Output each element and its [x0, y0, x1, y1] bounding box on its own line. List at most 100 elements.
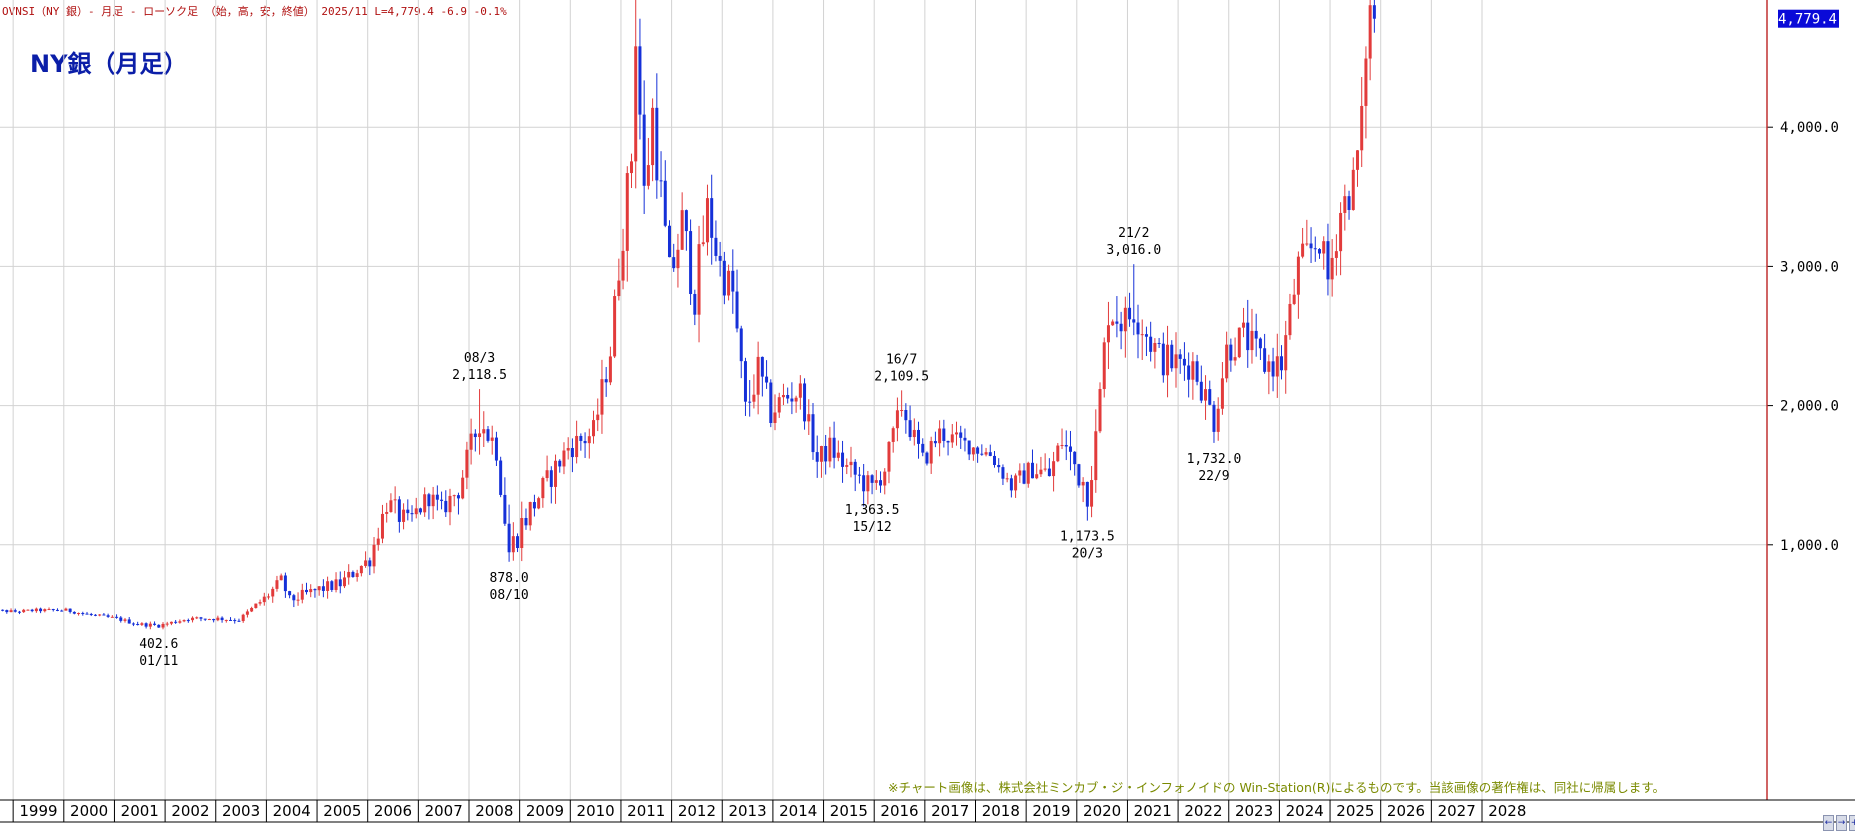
candle-body	[402, 509, 406, 522]
candle-body	[988, 452, 992, 456]
candle-body	[1246, 322, 1250, 351]
candle-body	[963, 437, 967, 441]
candle-body	[520, 518, 524, 549]
scroll-left-button[interactable]: ←	[1823, 815, 1834, 831]
trough-annotation: 1,173.5	[1060, 530, 1115, 545]
candle-body	[1208, 389, 1212, 405]
zoom-button[interactable]: +	[1849, 815, 1855, 831]
candle-body	[1030, 462, 1034, 479]
candle-body	[807, 414, 811, 422]
candle-body	[72, 611, 76, 614]
candle-body	[684, 210, 688, 232]
candle-body	[321, 586, 325, 591]
peak-annotation: 2,109.5	[874, 369, 929, 384]
candle-body	[499, 460, 503, 495]
candle-body	[26, 609, 30, 611]
candle-body	[790, 398, 794, 402]
candle-body	[296, 599, 300, 601]
candle-body	[448, 495, 452, 513]
candle-body	[93, 614, 97, 616]
candle-body	[1216, 408, 1220, 432]
candle-body	[393, 499, 397, 501]
candle-body	[667, 225, 671, 258]
candle-body	[600, 379, 604, 415]
candle-body	[1182, 358, 1186, 366]
candle-body	[203, 618, 207, 620]
candle-body	[748, 401, 752, 403]
candle-body	[423, 494, 427, 513]
candle-body	[389, 500, 393, 512]
candle-body	[516, 536, 520, 549]
candle-body	[874, 480, 878, 483]
candle-body	[971, 447, 975, 455]
chart-nav-controls: ← → +	[1823, 815, 1855, 831]
candle-body	[486, 429, 490, 441]
candle-body	[98, 614, 102, 616]
x-tick-label: 2013	[728, 802, 766, 820]
candle-body	[288, 591, 292, 596]
candle-body	[1191, 361, 1195, 380]
candle-body	[1123, 307, 1127, 332]
x-tick-label: 2003	[222, 802, 260, 820]
candle-body	[1195, 361, 1199, 382]
candle-body	[1014, 475, 1018, 491]
candle-body	[1018, 470, 1022, 476]
candle-body	[777, 397, 781, 413]
candle-body	[478, 433, 482, 438]
candle-body	[1140, 334, 1144, 336]
candle-body	[51, 609, 55, 611]
candle-body	[739, 328, 743, 362]
scroll-right-button[interactable]: →	[1836, 815, 1847, 831]
candle-body	[532, 502, 536, 509]
candle-body	[157, 624, 161, 628]
candle-body	[85, 613, 89, 615]
candle-body	[1292, 294, 1296, 304]
candle-body	[967, 440, 971, 455]
candle-body	[131, 623, 135, 625]
trough-annotation: 15/12	[853, 520, 892, 535]
candle-body	[925, 452, 929, 464]
candle-body	[385, 511, 389, 514]
candle-body	[435, 494, 439, 500]
candle-body	[1347, 196, 1351, 210]
candle-body	[39, 608, 43, 612]
candle-body	[908, 420, 912, 438]
candle-body	[1330, 257, 1334, 280]
candle-body	[355, 573, 359, 577]
candle-body	[722, 260, 726, 296]
candle-body	[359, 565, 363, 574]
candle-body	[575, 435, 579, 458]
peak-annotation: 08/3	[464, 351, 495, 366]
candle-body	[309, 589, 313, 593]
candle-body	[13, 610, 17, 612]
candle-body	[1360, 105, 1364, 151]
candle-body	[731, 270, 735, 292]
candle-body	[119, 617, 123, 621]
candle-body	[330, 581, 334, 590]
x-tick-label: 2026	[1387, 802, 1425, 820]
candle-body	[22, 609, 26, 613]
candle-body	[326, 581, 330, 591]
candle-body	[342, 577, 346, 587]
candle-body	[980, 453, 984, 455]
candle-body	[216, 617, 220, 621]
x-tick-label: 2008	[475, 802, 513, 820]
grid	[0, 0, 1767, 800]
candle-body	[490, 437, 494, 441]
candle-body	[752, 394, 756, 402]
candle-body	[912, 429, 916, 438]
candle-body	[955, 432, 959, 435]
candle-body	[1322, 241, 1326, 254]
candle-body	[473, 433, 477, 438]
trough-annotation: 1,363.5	[845, 503, 900, 518]
candle-body	[338, 579, 342, 587]
candle-body	[866, 475, 870, 492]
candle-body	[870, 475, 874, 483]
candle-body	[414, 508, 418, 515]
candle-body	[372, 544, 376, 567]
trough-annotation: 878.0	[490, 571, 529, 586]
x-tick-label: 2012	[678, 802, 716, 820]
candle-body	[1220, 378, 1224, 409]
candle-body	[212, 619, 216, 621]
candle-body	[191, 617, 195, 621]
